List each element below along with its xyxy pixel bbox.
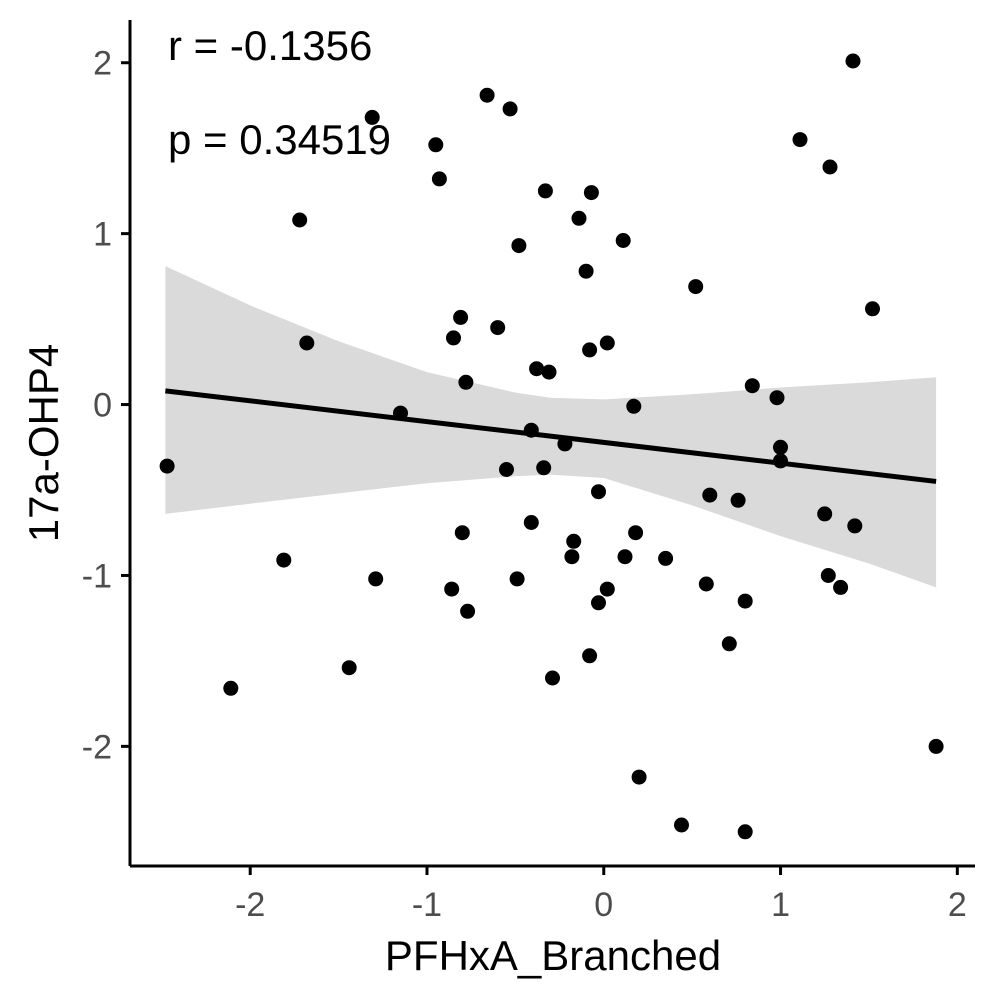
data-point [511,238,527,254]
data-point [545,670,560,686]
x-tick-label: -2 [235,886,265,924]
y-tick-label: -2 [82,728,112,766]
data-point [571,210,587,226]
data-point [591,484,606,500]
data-point [674,817,689,833]
x-axis-title: PFHxA_Branched [385,932,721,979]
data-point [541,364,557,380]
data-point [628,525,644,541]
data-point [223,680,239,696]
data-point [509,571,525,587]
data-point [453,309,469,325]
annotation-p: p = 0.34519 [168,116,391,163]
y-tick-label: -1 [82,557,112,595]
regression-line [165,388,937,484]
data-point [822,159,838,175]
y-axis-title: 17a-OHP4 [20,344,67,542]
data-point [865,301,880,317]
data-point [564,549,580,565]
data-point [566,533,582,549]
data-point [792,132,808,148]
data-point [446,330,461,346]
data-point [292,212,308,228]
y-tick-label: 2 [93,45,112,83]
confidence-band [165,266,937,588]
data-point [529,361,545,377]
x-tick-label: 1 [771,886,790,924]
data-point [460,603,476,619]
data-point [737,824,753,840]
y-tick-label: 0 [93,387,112,425]
data-point [582,342,598,358]
data-point [582,648,598,664]
data-point [615,233,631,248]
data-point [817,506,833,522]
x-tick-label: -1 [412,886,442,924]
data-point [730,492,746,508]
data-point [490,320,506,336]
annotation-r: r = -0.1356 [168,22,372,69]
data-point [744,378,760,394]
data-point [820,568,836,583]
axes-layer: -2 -1 0 1 2 -2 -1 0 1 2 [82,20,975,924]
data-point [833,579,849,595]
data-point [341,660,357,676]
data-point [688,279,704,295]
data-point [721,636,737,652]
data-point [769,390,785,406]
data-point [928,738,944,754]
x-tick-label: 2 [948,886,967,924]
data-point [444,581,460,597]
data-point [499,462,514,477]
confidence-band-layer [165,266,937,588]
data-point [364,109,380,125]
y-tick-label: 1 [93,216,112,254]
data-point [299,335,315,351]
data-point [698,576,714,592]
data-point [631,769,647,785]
data-point [368,571,384,587]
points-layer [159,53,944,840]
data-point [428,137,444,153]
data-point [737,593,753,609]
data-point [845,53,861,69]
data-point [536,460,552,476]
data-point [702,487,718,503]
data-point [479,87,495,103]
data-point [454,525,470,541]
data-point [773,439,788,455]
data-point [599,335,615,351]
data-point [617,549,633,565]
data-point [431,171,447,187]
data-point [599,581,615,597]
x-tick-label: 0 [594,886,613,924]
data-point [537,183,553,199]
data-point [583,185,599,201]
data-point [159,458,175,474]
data-point [658,550,674,566]
data-point [847,518,863,534]
data-point [591,595,606,611]
regression-line-layer [165,388,937,484]
data-point [523,515,539,530]
data-point [458,374,474,390]
data-point [626,398,642,414]
data-point [502,101,518,117]
data-point [578,263,594,279]
data-point [276,552,292,568]
